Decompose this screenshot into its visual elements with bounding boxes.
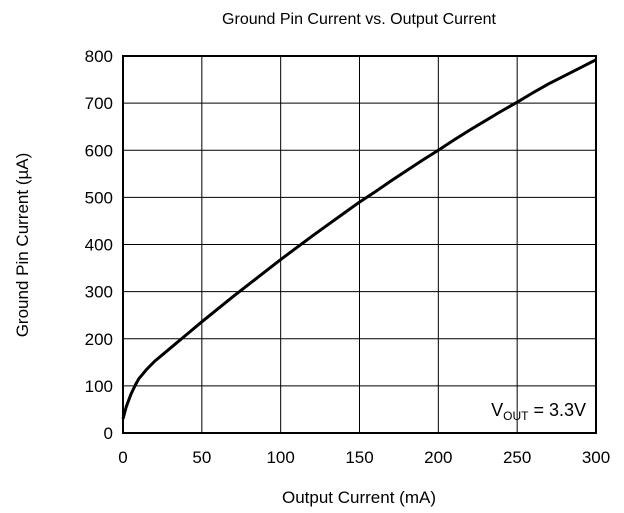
x-tick-label: 50 <box>192 448 211 467</box>
chart-title: Ground Pin Current vs. Output Current <box>222 11 496 28</box>
y-tick-label: 300 <box>85 283 113 302</box>
y-tick-label: 500 <box>85 188 113 207</box>
y-tick-label: 100 <box>85 377 113 396</box>
vout-annotation-value: = 3.3V <box>528 400 586 420</box>
y-tick-label: 0 <box>104 424 113 443</box>
x-tick-label: 100 <box>266 448 294 467</box>
tick-labels: 0 50 100 150 200 250 300 0 100 200 300 400 500 600 700… <box>85 47 611 467</box>
y-tick-label: 600 <box>85 141 113 160</box>
x-tick-label: 300 <box>582 448 610 467</box>
y-tick-label: 800 <box>85 47 113 66</box>
series-layer <box>121 58 597 420</box>
x-axis-label: Output Current (mA) <box>282 488 436 507</box>
y-tick-label: 400 <box>85 236 113 255</box>
x-tick-label: 250 <box>503 448 531 467</box>
x-tick-label: 200 <box>424 448 452 467</box>
plot-frame <box>122 55 597 434</box>
y-tick-label: 700 <box>85 94 113 113</box>
y-axis-label: Ground Pin Current (µA) <box>13 153 32 338</box>
x-tick-label: 0 <box>118 448 127 467</box>
y-tick-label: 200 <box>85 330 113 349</box>
vout-annotation-main: V <box>491 400 503 420</box>
series-line <box>121 58 597 420</box>
x-tick-label: 150 <box>345 448 373 467</box>
vout-annotation-subscript: OUT <box>503 409 529 423</box>
grid <box>123 56 596 433</box>
vout-annotation: VOUT = 3.3V <box>491 400 586 423</box>
